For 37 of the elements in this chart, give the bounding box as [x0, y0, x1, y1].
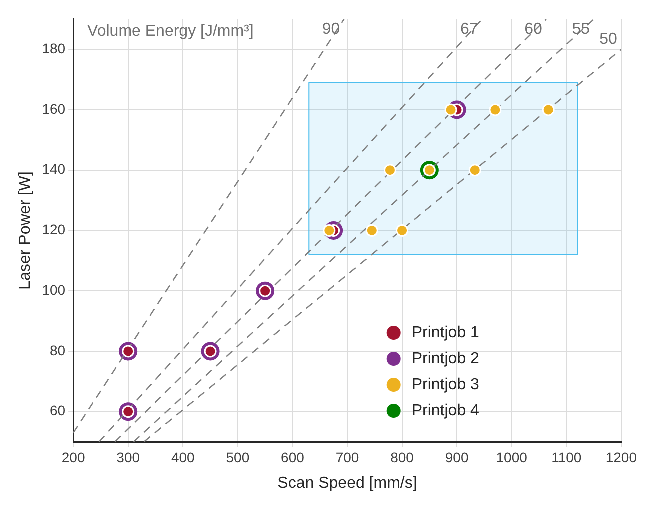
annotation: 50 [600, 30, 618, 48]
x-axis-title: Scan Speed [mm/s] [278, 474, 418, 492]
point [384, 164, 396, 177]
legend-label: Printjob 1 [412, 324, 480, 342]
point [489, 104, 502, 116]
legend-label: Printjob 2 [412, 350, 480, 368]
y-tick-label: 80 [50, 342, 66, 358]
point [542, 104, 555, 116]
point [468, 164, 482, 177]
x-tick-label: 800 [390, 449, 414, 466]
legend-label: Printjob 4 [412, 402, 480, 420]
x-tick-label: 200 [62, 449, 86, 466]
x-tick-label: 500 [226, 449, 250, 466]
annotation: Volume Energy [J/mm³] [88, 22, 254, 40]
y-axis-title: Laser Power [W] [17, 172, 34, 290]
x-tick-label: 1100 [552, 449, 582, 466]
x-tick-label: 300 [116, 449, 140, 466]
point [444, 104, 458, 116]
x-tick-label: 600 [281, 449, 305, 466]
x-tick-label: 900 [445, 449, 469, 466]
annotation: 67 [460, 20, 478, 38]
y-tick-label: 120 [42, 222, 66, 238]
x-tick-label: 700 [336, 449, 360, 466]
annotation: 55 [572, 20, 590, 38]
y-tick-label: 180 [42, 40, 66, 56]
y-tick-label: 100 [42, 282, 66, 298]
x-tick-label: 1200 [606, 449, 638, 466]
y-tick-label: 160 [42, 100, 66, 117]
y-tick-label: 140 [42, 161, 66, 178]
legend-label: Printjob 3 [412, 376, 480, 394]
x-tick-label: 1000 [496, 449, 528, 466]
y-tick-label: 60 [50, 402, 66, 419]
point [366, 224, 378, 237]
annotation: 90 [322, 20, 340, 38]
point [396, 224, 409, 237]
annotation: 60 [524, 20, 542, 38]
x-tick-label: 400 [171, 449, 196, 466]
